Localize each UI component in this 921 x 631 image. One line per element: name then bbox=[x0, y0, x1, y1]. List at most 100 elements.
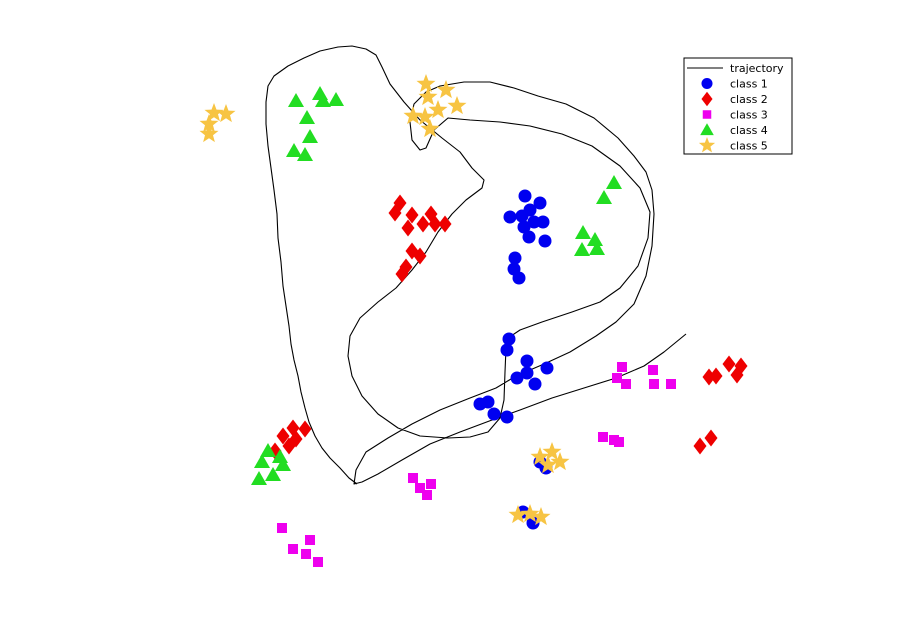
point-class-2-13 bbox=[298, 420, 312, 438]
point-class-4-7 bbox=[297, 147, 313, 161]
point-class-5-3 bbox=[199, 124, 219, 143]
point-class-2-9 bbox=[413, 247, 427, 265]
point-class-5-7 bbox=[447, 96, 467, 115]
point-class-1-21 bbox=[473, 397, 487, 411]
point-class-5-13 bbox=[542, 442, 562, 461]
point-class-1-16 bbox=[540, 361, 554, 375]
legend: trajectory class 1 class 2 class 3 class 4 cl… bbox=[683, 57, 793, 155]
point-class-1-23 bbox=[500, 410, 514, 424]
point-class-4-2 bbox=[315, 93, 331, 107]
point-class-4-9 bbox=[596, 190, 612, 204]
point-class-3-3 bbox=[621, 379, 631, 389]
point-class-2-4 bbox=[416, 215, 430, 233]
legend-box bbox=[683, 57, 793, 155]
point-class-2-24 bbox=[693, 437, 707, 455]
point-class-3-2 bbox=[612, 373, 622, 383]
point-class-4-3 bbox=[328, 92, 344, 106]
point-class-1-6 bbox=[536, 215, 550, 229]
point-class-4-6 bbox=[286, 143, 302, 157]
point-class-2-14 bbox=[276, 427, 290, 445]
point-class-4-18 bbox=[265, 467, 281, 481]
point-class-2-23 bbox=[704, 429, 718, 447]
trajectory-line bbox=[265, 45, 687, 485]
point-class-1-7 bbox=[517, 220, 531, 234]
point-class-3-13 bbox=[277, 523, 287, 533]
point-class-5-1 bbox=[216, 104, 236, 123]
series-class-2 bbox=[268, 194, 748, 460]
point-class-1-0 bbox=[518, 189, 532, 203]
point-class-4-19 bbox=[251, 471, 267, 485]
point-class-3-17 bbox=[313, 557, 323, 567]
point-class-1-14 bbox=[500, 343, 514, 357]
point-class-2-1 bbox=[388, 204, 402, 222]
point-class-3-0 bbox=[617, 362, 627, 372]
point-class-3-5 bbox=[666, 379, 676, 389]
point-class-5-18 bbox=[531, 507, 551, 526]
point-class-1-15 bbox=[520, 354, 534, 368]
legend-entries: trajectory class 1 class 2 class 3 class 4 cl… bbox=[687, 62, 784, 153]
point-class-5-11 bbox=[420, 119, 440, 138]
point-class-3-1 bbox=[648, 365, 658, 375]
legend-swatch-class-2 bbox=[701, 91, 713, 107]
point-class-1-27 bbox=[526, 516, 540, 530]
legend-swatch-class-4 bbox=[700, 123, 714, 136]
point-class-5-8 bbox=[428, 100, 448, 119]
series-class-1 bbox=[473, 189, 554, 530]
point-class-1-10 bbox=[508, 251, 522, 265]
point-class-1-22 bbox=[487, 407, 501, 421]
legend-swatch-class-3 bbox=[702, 110, 712, 119]
point-class-1-13 bbox=[502, 332, 516, 346]
point-class-1-17 bbox=[520, 366, 534, 380]
series-class-3 bbox=[277, 362, 676, 567]
point-class-3-6 bbox=[598, 432, 608, 442]
point-class-3-9 bbox=[408, 473, 418, 483]
point-class-3-15 bbox=[288, 544, 298, 554]
point-class-4-13 bbox=[574, 242, 590, 256]
point-class-5-14 bbox=[550, 452, 570, 471]
point-class-3-12 bbox=[422, 490, 432, 500]
point-class-2-16 bbox=[282, 437, 296, 455]
trajectory-layer bbox=[265, 45, 687, 485]
point-class-4-16 bbox=[254, 454, 270, 468]
point-class-4-5 bbox=[302, 129, 318, 143]
point-class-2-7 bbox=[428, 215, 442, 233]
point-class-2-11 bbox=[395, 265, 409, 283]
legend-label-class-5: class 5 bbox=[730, 140, 768, 153]
point-class-4-14 bbox=[260, 443, 276, 457]
point-class-5-15 bbox=[538, 455, 558, 474]
point-class-3-16 bbox=[301, 549, 311, 559]
point-class-2-6 bbox=[438, 215, 452, 233]
legend-label-class-1: class 1 bbox=[730, 78, 768, 91]
point-class-1-8 bbox=[522, 230, 536, 244]
point-class-5-9 bbox=[403, 106, 423, 125]
point-class-5-10 bbox=[415, 107, 435, 126]
point-class-3-10 bbox=[426, 479, 436, 489]
point-class-2-22 bbox=[702, 368, 716, 386]
markers-layer bbox=[199, 74, 748, 567]
point-class-5-4 bbox=[416, 74, 436, 93]
point-class-3-4 bbox=[649, 379, 659, 389]
point-class-4-8 bbox=[606, 175, 622, 189]
point-class-2-5 bbox=[401, 219, 415, 237]
point-class-4-11 bbox=[587, 232, 603, 246]
point-class-1-3 bbox=[503, 210, 517, 224]
point-class-5-5 bbox=[436, 80, 456, 99]
legend-label-trajectory: trajectory bbox=[730, 62, 784, 75]
series-class-5 bbox=[199, 74, 570, 526]
legend-label-class-2: class 2 bbox=[730, 93, 768, 106]
legend-swatch-class-5 bbox=[698, 137, 716, 153]
point-class-4-4 bbox=[299, 110, 315, 124]
point-class-3-11 bbox=[415, 483, 425, 493]
point-class-5-12 bbox=[530, 447, 550, 466]
point-class-1-1 bbox=[533, 196, 547, 210]
point-class-3-8 bbox=[614, 437, 624, 447]
point-class-1-5 bbox=[527, 215, 541, 229]
point-class-5-17 bbox=[520, 504, 540, 523]
point-class-1-19 bbox=[528, 377, 542, 391]
point-class-5-0 bbox=[204, 103, 224, 122]
point-class-1-9 bbox=[538, 234, 552, 248]
point-class-5-2 bbox=[199, 114, 219, 133]
point-class-2-18 bbox=[722, 355, 736, 373]
point-class-4-12 bbox=[589, 241, 605, 255]
